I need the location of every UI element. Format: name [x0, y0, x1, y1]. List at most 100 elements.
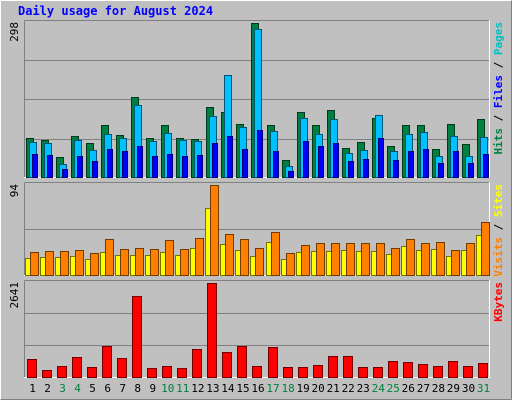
bar-kbytes-day-30 — [463, 366, 473, 378]
bar-pages-day-27 — [423, 149, 429, 178]
bars — [27, 283, 488, 378]
bar-pages-day-12 — [197, 155, 203, 178]
x-tick-label: 7 — [119, 382, 126, 395]
panel-1: 298 Hits / Files / Pages — [8, 20, 505, 178]
x-tick-label: 13 — [206, 382, 219, 395]
chart-title: Daily usage for August 2024 — [18, 4, 213, 18]
bar-visits-day-29 — [451, 250, 460, 276]
bar-kbytes-day-7 — [117, 358, 127, 378]
bar-visits-day-8 — [135, 248, 144, 276]
legend-kbytes: KBytes — [492, 282, 505, 322]
bar-pages-day-28 — [438, 163, 444, 178]
bar-visits-day-16 — [255, 248, 264, 276]
bar-pages-day-23 — [363, 159, 369, 178]
x-tick-label: 16 — [251, 382, 264, 395]
x-tick-label: 2 — [44, 382, 51, 395]
bar-visits-day-20 — [316, 243, 325, 276]
bar-pages-day-7 — [122, 151, 128, 178]
bar-kbytes-day-15 — [237, 346, 247, 378]
x-tick-label: 1 — [29, 382, 36, 395]
bar-kbytes-day-5 — [87, 367, 97, 378]
bar-pages-day-6 — [107, 149, 113, 178]
bar-pages-day-9 — [152, 156, 158, 178]
bar-pages-day-24 — [378, 138, 384, 178]
bar-kbytes-day-18 — [283, 367, 293, 378]
x-tick-label: 17 — [266, 382, 279, 395]
x-tick-label: 26 — [402, 382, 415, 395]
bar-visits-day-12 — [195, 238, 204, 276]
bar-pages-day-4 — [77, 156, 83, 178]
bar-pages-day-25 — [393, 160, 399, 178]
bar-visits-day-22 — [346, 243, 355, 276]
x-tick-label: 14 — [221, 382, 235, 395]
bar-pages-day-3 — [62, 169, 68, 178]
bar-pages-day-18 — [288, 171, 294, 178]
bar-visits-day-30 — [466, 243, 475, 276]
bar-kbytes-day-21 — [328, 356, 338, 378]
bar-pages-day-29 — [453, 151, 459, 178]
bar-kbytes-day-17 — [268, 347, 278, 378]
bars — [26, 23, 489, 178]
bar-visits-day-21 — [331, 243, 340, 276]
bar-kbytes-day-3 — [57, 366, 67, 378]
x-tick-label: 18 — [281, 382, 294, 395]
bar-visits-day-3 — [60, 251, 69, 276]
x-tick-label: 23 — [357, 382, 370, 395]
bar-kbytes-day-10 — [162, 366, 172, 378]
legend-pages: Pages — [492, 22, 505, 55]
bar-visits-day-10 — [165, 240, 174, 276]
bar-visits-day-23 — [361, 243, 370, 276]
bar-visits-day-11 — [180, 249, 189, 276]
bar-kbytes-day-20 — [313, 365, 323, 378]
bar-visits-day-19 — [301, 245, 310, 276]
bar-pages-day-19 — [303, 141, 309, 178]
bar-kbytes-day-11 — [177, 368, 187, 378]
bar-visits-day-1 — [30, 252, 39, 276]
bar-kbytes-day-19 — [298, 367, 308, 378]
bar-pages-day-13 — [212, 143, 218, 178]
bar-visits-day-17 — [271, 232, 280, 276]
x-tick-label: 19 — [296, 382, 309, 395]
bar-visits-day-24 — [376, 243, 385, 276]
x-tick-label: 24 — [372, 382, 386, 395]
legend-hits: Hits — [492, 128, 505, 155]
bar-kbytes-day-26 — [403, 362, 413, 378]
x-tick-label: 27 — [417, 382, 430, 395]
bar-kbytes-day-29 — [448, 361, 458, 378]
bar-pages-day-20 — [318, 146, 324, 178]
legend-separator: / — [492, 55, 505, 75]
bar-pages-day-26 — [408, 151, 414, 178]
bar-visits-day-26 — [406, 239, 415, 276]
x-tick-label: 20 — [311, 382, 324, 395]
bar-kbytes-day-27 — [418, 364, 428, 378]
bar-kbytes-day-6 — [102, 346, 112, 378]
bar-visits-day-28 — [436, 242, 445, 276]
bar-pages-day-5 — [92, 161, 98, 178]
x-tick-label: 4 — [74, 382, 81, 395]
x-tick-label: 8 — [134, 382, 141, 395]
bar-kbytes-day-13 — [207, 283, 217, 378]
bar-kbytes-day-4 — [72, 357, 82, 378]
x-tick-label: 5 — [89, 382, 96, 395]
bar-kbytes-day-24 — [373, 367, 383, 378]
bar-kbytes-day-2 — [42, 370, 52, 378]
x-tick-label: 31 — [477, 382, 490, 395]
bar-pages-day-15 — [242, 149, 248, 178]
legend-sites: Sites — [492, 184, 505, 217]
chart-panels: 298 Hits / Files / Pages 94 Visits / Sites 2… — [8, 20, 505, 378]
y-axis-max-label: 2641 — [8, 282, 21, 309]
bar-kbytes-day-14 — [222, 352, 232, 378]
bar-kbytes-day-1 — [27, 359, 37, 378]
bar-kbytes-day-22 — [343, 356, 353, 378]
legend: Hits / Files / Pages — [492, 22, 505, 155]
bar-visits-day-7 — [120, 249, 129, 276]
bar-kbytes-day-9 — [147, 368, 157, 378]
legend-separator: / — [492, 217, 505, 237]
bar-pages-day-10 — [167, 154, 173, 178]
x-tick-label: 12 — [191, 382, 204, 395]
x-tick-label: 9 — [149, 382, 156, 395]
legend-separator: / — [492, 108, 505, 128]
bar-pages-day-31 — [483, 154, 489, 178]
bar-pages-day-1 — [32, 154, 38, 178]
bar-pages-day-30 — [468, 163, 474, 178]
